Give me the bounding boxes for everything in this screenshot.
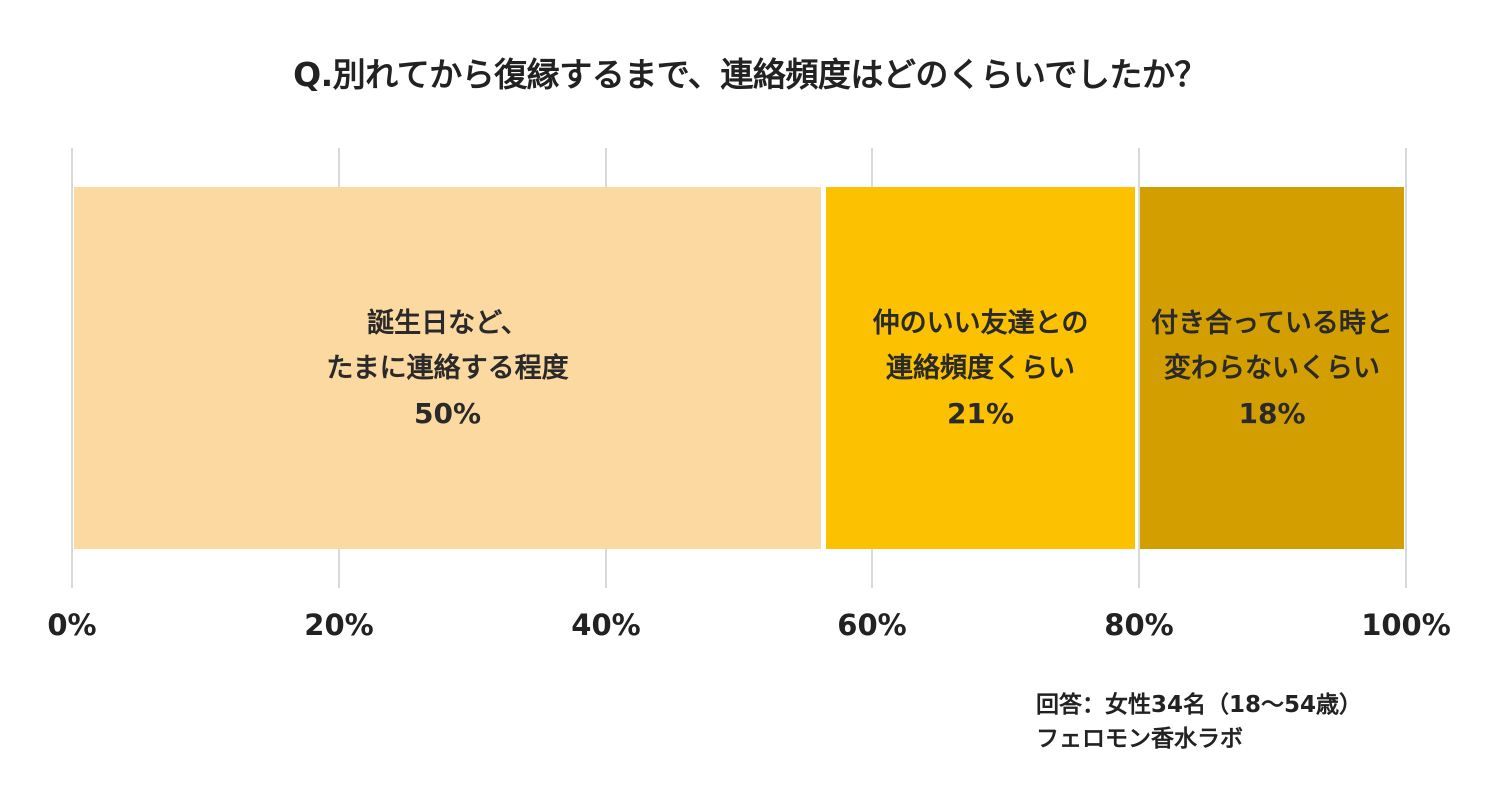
segment-label-line2: たまに連絡する程度 [326, 352, 569, 384]
x-tick-label: 40% [571, 608, 641, 642]
x-tick-label: 0% [47, 608, 97, 642]
bar-segment-same-as-dating: 付き合っている時と 変わらないくらい 18% [1140, 187, 1404, 549]
bar-segment-occasional: 誕生日など、 たまに連絡する程度 50% [74, 187, 821, 549]
chart-title: Q.別れてから復縁するまで、連絡頻度はどのくらいでしたか？ [293, 55, 1207, 94]
x-tick-label: 60% [837, 608, 907, 642]
x-tick-label: 100% [1361, 608, 1451, 642]
gridline-80 [1138, 148, 1140, 588]
gridline-100 [1405, 148, 1407, 588]
source-credit: フェロモン香水ラボ [1036, 726, 1243, 752]
bar-segment-friend-level: 仲のいい友達との 連絡頻度くらい 21% [826, 187, 1135, 549]
segment-percent: 50% [413, 396, 482, 430]
segment-label-line2: 連絡頻度くらい [886, 352, 1075, 384]
plot-area: 誕生日など、 たまに連絡する程度 50% 仲のいい友達との 連絡頻度くらい 21… [71, 148, 1407, 588]
x-tick-label: 80% [1104, 608, 1174, 642]
segment-percent: 21% [946, 396, 1015, 430]
stacked-bar: 誕生日など、 たまに連絡する程度 50% 仲のいい友達との 連絡頻度くらい 21… [74, 187, 1404, 549]
x-tick-label: 20% [304, 608, 374, 642]
segment-percent: 18% [1238, 396, 1306, 430]
segment-label-line1: 付き合っている時と [1151, 307, 1393, 339]
segment-label-line1: 誕生日など、 [367, 307, 528, 339]
source-note: 回答：女性34名（18〜54歳） フェロモン香水ラボ [1036, 688, 1362, 756]
respondents-note: 回答：女性34名（18〜54歳） [1036, 692, 1363, 718]
gridline-0 [71, 148, 73, 588]
segment-label-line2: 変わらないくらい [1164, 352, 1380, 384]
segment-label-line1: 仲のいい友達との [872, 307, 1089, 339]
